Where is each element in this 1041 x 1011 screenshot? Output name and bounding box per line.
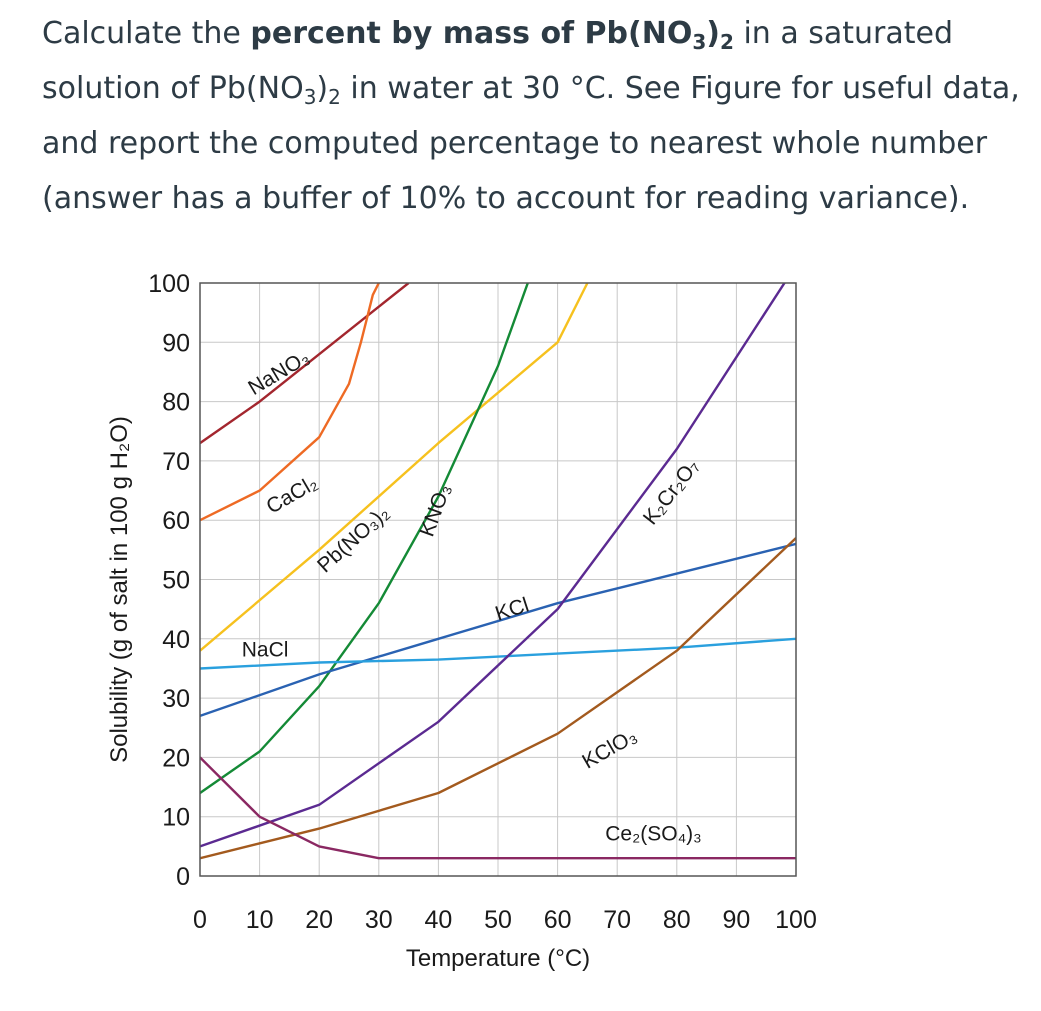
curve-label-pb-no3-2: Pb(NO₃)₂ — [313, 501, 394, 577]
y-tick-label: 10 — [162, 804, 190, 832]
y-tick-label: 90 — [162, 329, 190, 357]
x-tick-label: 20 — [305, 906, 333, 934]
curve-label-k2cr2o7: K₂Cr₂O₇ — [639, 455, 704, 529]
series-line-kcl — [200, 542, 796, 718]
x-tick-label: 50 — [484, 906, 512, 934]
x-tick-label: 100 — [775, 906, 817, 934]
y-tick-label: 20 — [162, 744, 190, 772]
x-tick-label: 0 — [193, 906, 207, 934]
plot-frame — [199, 282, 797, 877]
question-part-2-close: ) — [316, 71, 329, 106]
curve-label-kno3: KNO₃ — [416, 481, 456, 540]
curve-label-kclo3: KClO₃ — [578, 724, 640, 773]
curve-label-nacl: NaCl — [242, 639, 289, 662]
x-axis-label: Temperature (°C) — [406, 945, 590, 972]
question-bold: percent by mass of Pb(NO3)2 — [250, 16, 734, 54]
series-group — [200, 283, 796, 860]
series-line-kno3 — [200, 283, 529, 794]
subscript: 3 — [692, 30, 707, 54]
question-part-1: Calculate the — [42, 16, 251, 51]
x-tick-label: 30 — [365, 906, 393, 934]
curve-label-ce2-so4-3: Ce₂(SO₄)₃ — [605, 822, 701, 845]
series-line-ce2-so4-3 — [200, 756, 796, 860]
y-tick-label: 70 — [162, 448, 190, 476]
x-tick-label: 40 — [424, 906, 452, 934]
question-bold-text: percent by mass of Pb(NO — [250, 16, 693, 51]
series-line-nano3 — [200, 283, 410, 445]
series-line-kclo3 — [200, 537, 796, 860]
y-tick-label: 30 — [162, 685, 190, 713]
subscript: 2 — [719, 30, 734, 54]
y-tick-label: 0 — [176, 863, 190, 891]
subscript: 2 — [328, 85, 341, 109]
y-tick-label: 50 — [162, 567, 190, 595]
y-tick-label: 40 — [162, 626, 190, 654]
x-tick-label: 60 — [544, 906, 572, 934]
series-line-nacl — [200, 637, 796, 670]
curve-label-cacl2: CaCl₂ — [263, 471, 322, 518]
series-line-k2cr2o7 — [200, 283, 786, 848]
y-tick-label: 100 — [148, 270, 190, 298]
series-line-cacl2 — [200, 283, 381, 522]
y-axis-label: Solubility (g of salt in 100 g H₂O) — [106, 416, 133, 763]
y-tick-label: 80 — [162, 389, 190, 417]
question-bold-close: ) — [706, 16, 720, 51]
x-tick-label: 90 — [722, 906, 750, 934]
y-tick-label: 60 — [162, 507, 190, 535]
x-tick-label: 70 — [603, 906, 631, 934]
x-tick-label: 80 — [663, 906, 691, 934]
question-part-2: in a saturated solution of Pb(NO — [42, 16, 954, 106]
subscript: 3 — [303, 85, 317, 109]
curve-label-nano3: NaNO₃ — [244, 346, 313, 400]
series-line-pb-no3-2 — [200, 283, 589, 652]
x-tick-label: 10 — [246, 906, 274, 934]
question-text: Calculate the percent by mass of Pb(NO3)… — [42, 6, 1032, 226]
question-part-3: in water at 30 °C. See Figure for useful… — [42, 71, 1020, 216]
